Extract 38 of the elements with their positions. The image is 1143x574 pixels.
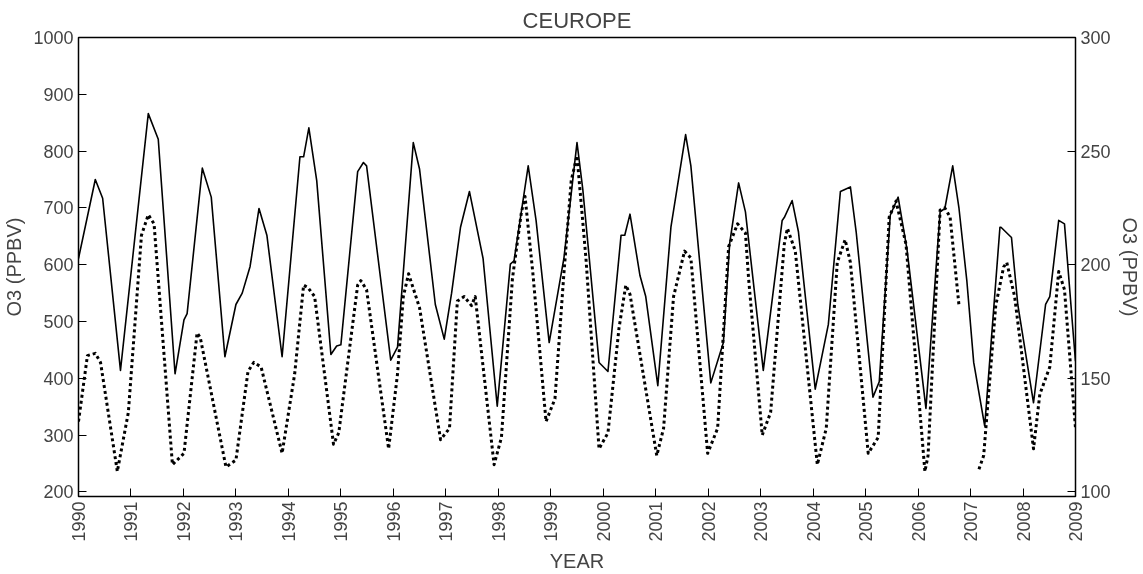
y-tick-label: 200 — [43, 482, 74, 503]
x-tick-label: 2008 — [1013, 501, 1034, 542]
y-tick-label: 500 — [43, 312, 74, 333]
x-tick-label: 2001 — [646, 501, 667, 542]
x-axis-title: YEAR — [549, 549, 605, 572]
x-tick-label: 1992 — [173, 501, 194, 542]
x-tick-label: 1995 — [331, 501, 352, 542]
x-tick-label: 1997 — [436, 501, 457, 542]
y2-tick-label: 300 — [1080, 28, 1111, 48]
y-tick-label: 400 — [43, 368, 74, 389]
y2-tick-label: 250 — [1080, 141, 1111, 162]
x-tick-label: 2006 — [908, 501, 929, 542]
x-tick-label: 1998 — [488, 501, 509, 542]
x-tick-label: 2003 — [751, 501, 772, 542]
y-tick-label: 300 — [43, 425, 74, 446]
y2-tick-label: 200 — [1080, 255, 1111, 276]
y2-tick-label: 150 — [1080, 368, 1111, 389]
y-tick-label: 900 — [43, 84, 74, 105]
x-tick-label: 2009 — [1066, 501, 1086, 542]
x-tick-label: 2002 — [698, 501, 719, 542]
chart-title: CEUROPE — [522, 7, 632, 33]
y-tick-label: 700 — [43, 198, 74, 219]
x-tick-label: 1999 — [541, 501, 562, 542]
y2-axis-title: O3 (PPBV) — [1118, 217, 1141, 317]
y-tick-label: 600 — [43, 255, 74, 276]
x-tick-label: 1994 — [278, 501, 299, 542]
y-tick-label: 800 — [43, 141, 74, 162]
y-tick-label: 1000 — [33, 28, 74, 48]
x-tick-label: 1991 — [121, 501, 142, 542]
x-tick-label: 1996 — [383, 501, 404, 542]
x-tick-label: 2000 — [593, 501, 614, 542]
x-tick-label: 2005 — [856, 501, 877, 542]
y2-tick-label: 100 — [1080, 482, 1111, 503]
x-tick-label: 1993 — [226, 501, 247, 542]
y-axis-title: O3 (PPBV) — [3, 217, 26, 317]
x-tick-label: 2004 — [803, 501, 824, 542]
x-tick-label: 1990 — [69, 501, 89, 542]
x-tick-label: 2007 — [961, 501, 982, 542]
